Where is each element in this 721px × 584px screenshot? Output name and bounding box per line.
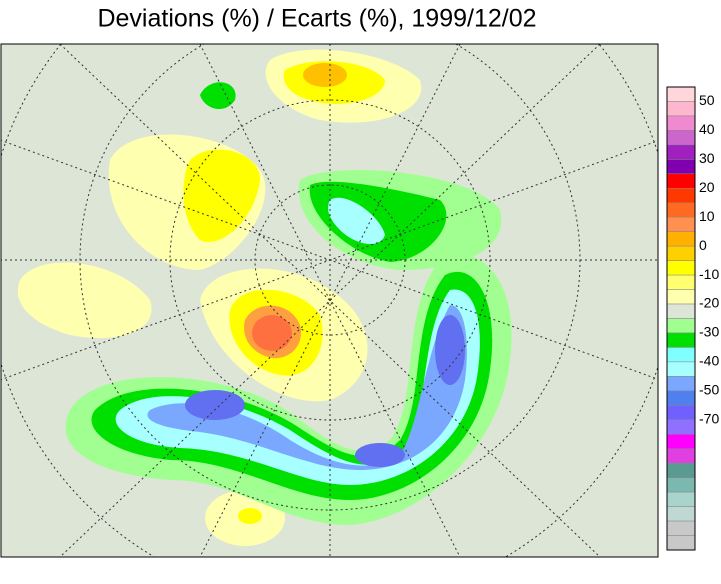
negative-region xyxy=(115,289,480,485)
map-frame xyxy=(0,43,659,558)
positive-region xyxy=(17,262,152,339)
negative-region xyxy=(328,197,385,245)
colorbar-frame xyxy=(666,86,696,551)
colorbar-box xyxy=(666,332,696,348)
colorbar-label: -30 xyxy=(699,324,719,340)
colorbar-label: -10 xyxy=(699,266,719,282)
title: Deviations (%) / Ecarts (%), 1999/12/02 xyxy=(97,5,536,33)
colorbar-box xyxy=(666,173,696,189)
graticule xyxy=(1,44,658,557)
positive-region xyxy=(183,149,260,242)
colorbar-box xyxy=(666,535,696,551)
positive-region xyxy=(303,63,347,87)
colorbar-box xyxy=(666,376,696,392)
colorbar-label: 20 xyxy=(699,179,715,195)
colorbar-box xyxy=(666,318,696,334)
negative-region xyxy=(147,305,467,470)
map xyxy=(1,44,658,557)
positive-region xyxy=(238,508,262,524)
colorbar-label: 40 xyxy=(699,121,715,137)
colorbar-box xyxy=(666,115,696,131)
colorbar: 50 40 30 20 10 0 -10 -20 -30 -40 -50 -70 xyxy=(666,86,719,551)
colorbar-box xyxy=(666,159,696,175)
colorbar-box xyxy=(666,188,696,203)
colorbar-box xyxy=(666,101,696,117)
colorbar-label: 30 xyxy=(699,150,715,166)
colorbar-label: 0 xyxy=(699,237,707,253)
colorbar-box xyxy=(666,448,696,464)
colorbar-label: 50 xyxy=(699,92,715,108)
colorbar-box xyxy=(666,434,696,449)
colorbar-box xyxy=(666,477,696,493)
colorbar-box xyxy=(666,419,696,435)
colorbar-box xyxy=(666,520,696,536)
colorbar-box xyxy=(666,361,696,377)
colorbar-box xyxy=(666,274,696,290)
colorbar-box xyxy=(666,303,696,319)
colorbar-label: -20 xyxy=(699,295,719,311)
colorbar-box xyxy=(666,289,696,305)
colorbar-box xyxy=(666,347,696,363)
colorbar-box xyxy=(666,231,696,247)
colorbar-box xyxy=(666,390,696,406)
colorbar-box xyxy=(666,86,696,102)
negative-region xyxy=(435,315,465,385)
colorbar-box xyxy=(666,144,696,160)
colorbar-box xyxy=(666,405,696,421)
colorbar-label: -40 xyxy=(699,353,719,369)
negative-region xyxy=(200,82,236,110)
colorbar-label: 10 xyxy=(699,208,715,224)
positive-region xyxy=(252,315,292,351)
negative-region xyxy=(355,443,405,467)
negative-region xyxy=(185,390,245,420)
colorbar-label: -50 xyxy=(699,382,719,398)
colorbar-box xyxy=(666,491,696,507)
colorbar-box xyxy=(666,216,696,232)
colorbar-box xyxy=(666,202,696,218)
colorbar-box xyxy=(666,506,696,522)
colorbar-box xyxy=(666,462,696,478)
colorbar-box xyxy=(666,260,696,276)
colorbar-label: -70 xyxy=(699,410,719,426)
colorbar-box xyxy=(666,130,696,146)
colorbar-box xyxy=(666,245,696,261)
